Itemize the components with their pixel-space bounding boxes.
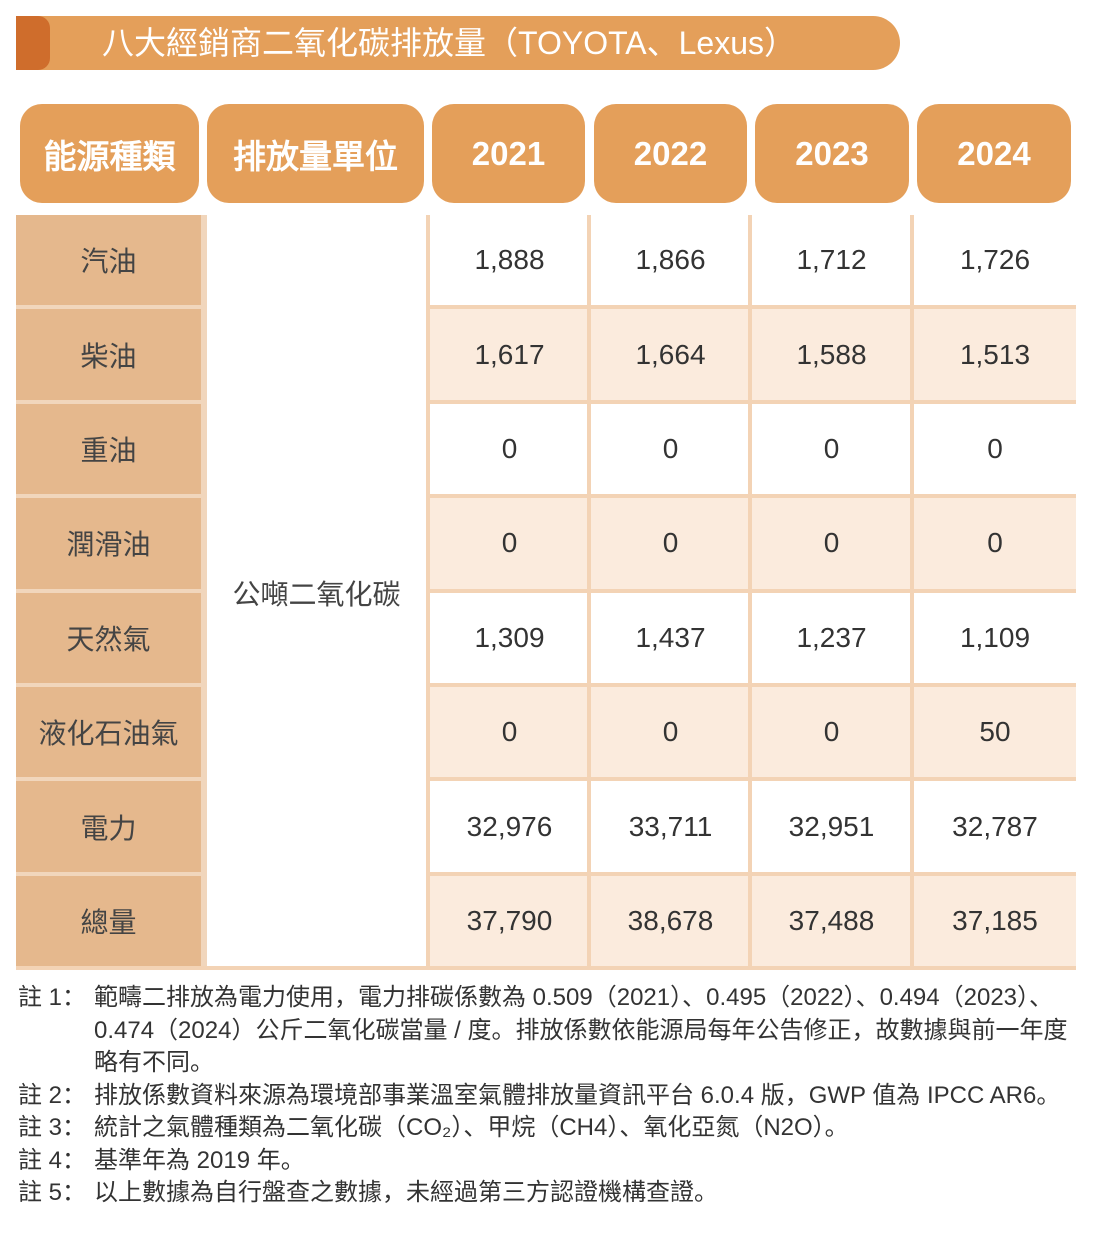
emissions-table: 汽油 1,888 1,866 1,712 1,726 柴油 1,617 1,664 1,588 1… — [16, 215, 1076, 971]
table-cell: 1,888 — [430, 215, 589, 306]
table-cell: 1,617 — [430, 309, 589, 400]
table-cell: 1,712 — [752, 215, 911, 306]
note-text: 排放係數資料來源為環境部事業溫室氣體排放量資訊平台 6.0.4 版，GWP 值為… — [94, 1081, 1061, 1109]
note-key: 註 2： — [18, 1081, 87, 1109]
title-accent — [16, 16, 50, 70]
table-cell: 0 — [591, 403, 750, 495]
table-cell: 38,678 — [591, 875, 750, 967]
table-cell: 32,951 — [752, 781, 911, 872]
table-cell: 0 — [430, 403, 589, 495]
table-cell: 1,866 — [591, 215, 750, 306]
table-cell: 32,976 — [430, 781, 589, 872]
table-cell: 0 — [430, 498, 589, 589]
column-header: 排放量單位 — [207, 104, 424, 203]
note: 註 4： 基準年為 2019 年。 — [18, 1145, 1080, 1178]
note: 註 1： 範疇二排放為電力使用，電力排碳係數為 0.509（2021）、0.495… — [18, 982, 1080, 1080]
row-label: 天然氣 — [16, 592, 201, 683]
table-cell: 0 — [591, 687, 750, 778]
table-cell: 37,185 — [914, 875, 1076, 967]
row-label: 液化石油氣 — [16, 687, 201, 778]
row-label: 汽油 — [16, 215, 201, 306]
table-cell: 0 — [752, 403, 911, 495]
column-divider — [426, 215, 430, 970]
row-divider — [16, 494, 201, 499]
table-cell: 1,726 — [914, 215, 1076, 306]
note-text: 範疇二排放為電力使用，電力排碳係數為 0.509（2021）、0.495（202… — [94, 984, 1068, 1076]
note-text: 基準年為 2019 年。 — [94, 1146, 305, 1174]
table-cell: 33,711 — [591, 781, 750, 872]
note-key: 註 4： — [18, 1146, 87, 1174]
column-header: 能源種類 — [20, 104, 199, 203]
table-cell: 0 — [752, 498, 911, 589]
row-label: 重油 — [16, 403, 201, 495]
unit-cell: 公噸二氧化碳 — [207, 215, 426, 970]
row-label: 潤滑油 — [16, 498, 201, 589]
table-cell: 1,109 — [914, 592, 1076, 683]
notes: 註 1： 範疇二排放為電力使用，電力排碳係數為 0.509（2021）、0.495… — [18, 982, 1080, 1210]
row-label: 柴油 — [16, 309, 201, 400]
note-key: 註 1： — [18, 984, 87, 1011]
table-cell: 37,790 — [430, 875, 589, 967]
column-divider — [910, 215, 914, 970]
row-label: 電力 — [16, 781, 201, 872]
table-cell: 0 — [752, 687, 911, 778]
table-cell: 0 — [914, 498, 1076, 589]
table-cell: 1,588 — [752, 309, 911, 400]
table-cell: 50 — [914, 687, 1076, 778]
table-cell: 37,488 — [752, 875, 911, 967]
note-text: 統計之氣體種類為二氧化碳（CO₂）、甲烷（CH4）、氧化亞氮（N2O）。 — [94, 1114, 849, 1141]
column-header: 2021 — [432, 104, 585, 203]
column-divider — [201, 215, 207, 970]
row-divider — [16, 683, 201, 687]
column-header: 2024 — [917, 104, 1071, 203]
table-cell: 1,513 — [914, 309, 1076, 400]
page-title: 八大經銷商二氧化碳排放量（TOYOTA、Lexus） — [102, 25, 797, 61]
row-label: 總量 — [16, 875, 201, 967]
table-cell: 0 — [430, 687, 589, 778]
title-bar: 八大經銷商二氧化碳排放量（TOYOTA、Lexus） — [16, 16, 900, 70]
row-divider — [16, 305, 201, 310]
table-bottom-border — [16, 966, 1076, 970]
column-divider — [587, 215, 591, 970]
note: 註 5： 以上數據為自行盤查之數據，未經過第三方認證機構查證。 — [18, 1177, 1080, 1210]
table-cell: 1,664 — [591, 309, 750, 400]
column-divider — [748, 215, 752, 970]
row-divider — [16, 399, 201, 404]
row-divider — [16, 777, 201, 782]
row-divider — [16, 588, 201, 593]
table-cell: 32,787 — [914, 781, 1076, 872]
table-cell: 1,309 — [430, 592, 589, 683]
note-text: 以上數據為自行盤查之數據，未經過第三方認證機構查證。 — [94, 1179, 718, 1206]
row-divider — [16, 871, 201, 876]
table-cell: 0 — [914, 403, 1076, 495]
table-cell: 0 — [591, 498, 750, 589]
column-header: 2022 — [594, 104, 747, 203]
note: 註 3： 統計之氣體種類為二氧化碳（CO₂）、甲烷（CH4）、氧化亞氮（N2O）。 — [18, 1112, 1080, 1145]
column-header: 2023 — [755, 104, 909, 203]
note-key: 註 3： — [18, 1114, 87, 1141]
note: 註 2： 排放係數資料來源為環境部事業溫室氣體排放量資訊平台 6.0.4 版，GW… — [18, 1080, 1080, 1113]
table-cell: 1,237 — [752, 592, 911, 683]
table-cell: 1,437 — [591, 592, 750, 683]
note-key: 註 5： — [18, 1179, 87, 1206]
